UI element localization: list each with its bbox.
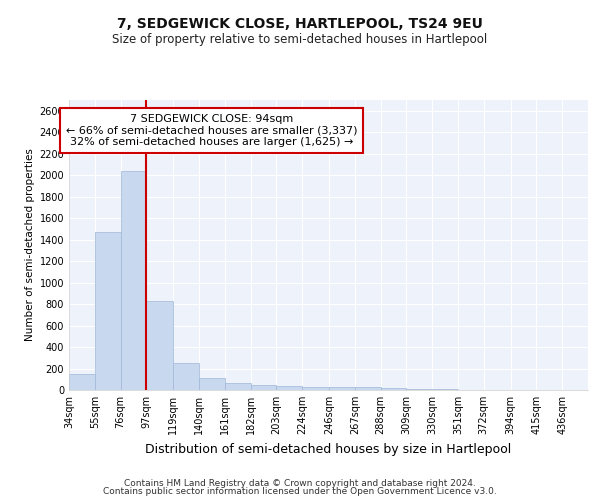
Bar	[199, 378, 225, 390]
Bar	[329, 387, 355, 390]
Bar	[380, 388, 406, 390]
Text: Size of property relative to semi-detached houses in Hartlepool: Size of property relative to semi-detach…	[112, 32, 488, 46]
Text: 7 SEDGEWICK CLOSE: 94sqm
← 66% of semi-detached houses are smaller (3,337)
32% o: 7 SEDGEWICK CLOSE: 94sqm ← 66% of semi-d…	[65, 114, 357, 147]
Bar	[173, 362, 199, 390]
Bar	[355, 388, 380, 390]
Bar	[251, 385, 277, 390]
Text: Contains public sector information licensed under the Open Government Licence v3: Contains public sector information licen…	[103, 487, 497, 496]
Bar	[95, 232, 121, 390]
Y-axis label: Number of semi-detached properties: Number of semi-detached properties	[25, 148, 35, 342]
Bar	[121, 171, 146, 390]
Bar	[277, 386, 302, 390]
X-axis label: Distribution of semi-detached houses by size in Hartlepool: Distribution of semi-detached houses by …	[145, 442, 512, 456]
Bar	[146, 301, 173, 390]
Bar	[225, 383, 251, 390]
Bar	[69, 374, 95, 390]
Text: 7, SEDGEWICK CLOSE, HARTLEPOOL, TS24 9EU: 7, SEDGEWICK CLOSE, HARTLEPOOL, TS24 9EU	[117, 18, 483, 32]
Text: Contains HM Land Registry data © Crown copyright and database right 2024.: Contains HM Land Registry data © Crown c…	[124, 478, 476, 488]
Bar	[406, 389, 432, 390]
Bar	[302, 387, 329, 390]
